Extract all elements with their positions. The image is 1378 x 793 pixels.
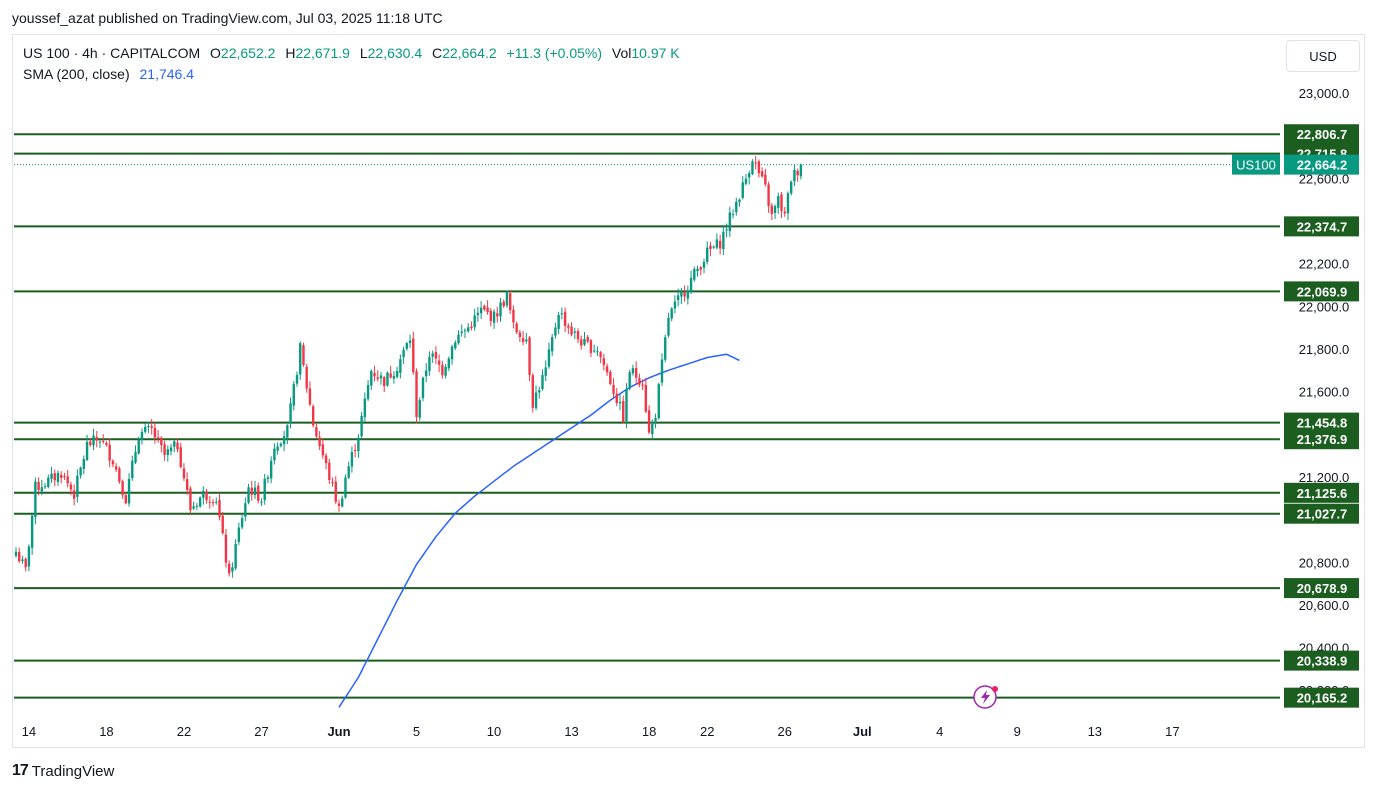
publisher-line: youssef_azat published on TradingView.co… [12,10,443,26]
high-label: H [285,45,296,61]
close-value: 22,664.2 [442,45,497,61]
ohlc-legend: US 100 · 4h · CAPITALCOM O22,652.2 H22,6… [23,45,680,61]
open-value: 22,652.2 [220,45,276,61]
low-label: L [359,45,368,61]
volume-value: 10.97 K [631,45,680,61]
low-value: 22,630.4 [367,45,423,61]
sma-legend[interactable]: SMA (200, close) 21,746.4 [23,66,194,82]
footer-brand: TradingView [31,762,115,780]
volume-label: Vol [611,45,632,61]
sma-label: SMA (200, close) [23,66,130,82]
high-value: 22,671.9 [295,45,350,61]
tv-logo-icon: 17 [12,762,29,779]
symbol-label[interactable]: US 100 · 4h · CAPITALCOM [23,45,201,61]
sma-value: 21,746.4 [139,66,195,82]
change-value: +11.3 (+0.05%) [506,45,603,61]
currency-button[interactable]: USD [1286,40,1360,72]
open-label: O [210,45,221,61]
close-label: C [432,45,443,61]
tradingview-logo[interactable]: 17 TradingView [12,762,114,780]
chart-frame[interactable] [12,34,1365,748]
